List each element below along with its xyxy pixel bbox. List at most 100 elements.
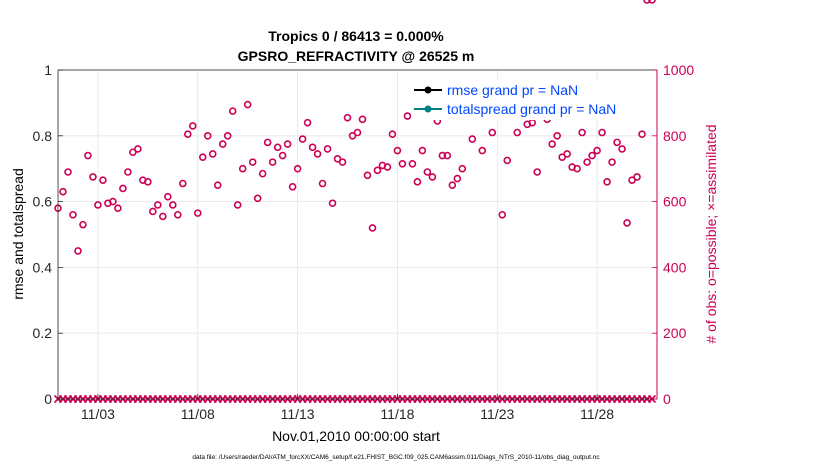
possible-obs-point [134,145,142,153]
possible-obs-point [203,132,212,140]
x-axis-label: Nov.01,2010 00:00:00 start [272,428,440,444]
possible-obs-point [453,174,462,183]
possible-obs-point [208,150,217,158]
possible-obs-point [623,219,631,227]
possible-obs-point [89,173,97,181]
possible-obs-point [303,118,312,127]
possible-obs-point [64,168,72,176]
possible-obs-point [388,130,397,138]
possible-obs-point [154,201,162,209]
possible-obs-point [79,220,87,229]
possible-obs-point [443,151,452,160]
possible-obs-point [638,130,646,138]
possible-obs-point [149,207,157,216]
possible-obs-point [468,135,477,143]
possible-obs-point [193,209,202,217]
possible-obs-point [573,164,581,173]
possible-obs-point [478,146,487,155]
possible-obs-point [298,135,307,143]
possible-obs-point [418,146,427,155]
possible-obs-point [503,156,512,165]
possible-obs-point [458,164,467,173]
x-tick-label: 11/03 [81,406,115,422]
legend-rmse-marker [424,86,432,94]
x-tick-label: 11/28 [580,406,614,422]
left-y-tick-label: 1 [44,62,52,78]
possible-obs-point [413,178,422,186]
legend-totalspread-label: totalspread grand pr = NaN [447,101,616,117]
possible-obs-point [278,151,287,160]
possible-obs-point [598,128,606,137]
possible-obs-point [563,150,571,158]
possible-obs-point [59,187,67,196]
possible-obs-point [428,173,437,181]
possible-obs-point [628,176,636,185]
possible-obs-point [588,151,596,160]
possible-obs-point [338,158,347,166]
possible-obs-point [313,150,322,158]
possible-obs-point [144,178,152,186]
x-tick-label: 11/23 [480,406,514,422]
possible-obs-point [323,145,332,153]
possible-obs-point [268,158,277,166]
legend-rmse-label: rmse grand pr = NaN [447,82,578,98]
possible-obs-point [169,201,177,209]
possible-obs-point [548,140,556,148]
x-tick-label: 11/18 [380,406,414,422]
possible-obs-point [94,201,102,209]
possible-obs-point [353,128,362,137]
possible-obs-point [513,128,522,137]
right-y-tick-label: 200 [663,325,687,341]
legend: rmse grand pr = NaN totalspread grand pr… [411,80,645,120]
possible-obs-point [438,151,447,160]
left-y-tick-label: 0.8 [33,128,53,144]
possible-obs-point [358,115,367,124]
right-y-tick-label: 1000 [663,62,694,78]
possible-obs-point [228,107,237,115]
possible-obs-point [498,210,507,219]
possible-obs-point [318,179,327,188]
possible-obs-point [648,0,656,4]
possible-obs-point [233,201,242,209]
possible-obs-point [293,164,302,173]
possible-obs-point [213,181,222,189]
left-y-tick-label: 0.4 [33,259,53,275]
possible-obs-point [174,210,182,219]
right-y-tick-label: 400 [663,259,687,275]
legend-totalspread-marker [424,105,432,113]
plot-area [58,70,657,399]
possible-obs-point [368,224,377,232]
possible-obs-point [553,132,561,140]
possible-obs-point [218,140,227,148]
possible-obs-point [198,153,207,161]
possible-obs-point [488,128,497,137]
chart-title-line2: GPSRO_REFRACTIVITY @ 26525 m [238,48,475,64]
possible-obs-point [603,178,611,186]
possible-obs-point [273,143,282,152]
possible-obs-point [643,0,651,4]
possible-obs-point [248,158,257,166]
possible-obs-point [159,212,167,221]
possible-obs-point [178,179,187,188]
possible-obs-point [533,168,542,176]
possible-obs-point [633,173,641,181]
left-y-tick-label: 0.2 [33,325,53,341]
possible-obs-point [383,163,392,171]
possible-obs-point [593,146,601,155]
possible-obs-point [583,158,591,166]
possible-obs-point [408,159,417,168]
right-y-tick-label: 800 [663,128,687,144]
axis-layer: 0 0.2 0.4 0.6 0.8 1 0 200 400 600 800 1000 11/03 11/0… [33,62,695,422]
possible-obs-point [109,197,117,206]
possible-obs-point [343,113,352,122]
possible-obs-point [363,171,372,180]
grid-layer [58,69,657,400]
chart-title-line1: Tropics 0 / 86413 = 0.000% [268,28,444,44]
x-tick-label: 11/13 [281,406,315,422]
possible-obs-point [188,122,197,130]
possible-obs-point [308,143,317,152]
left-y-tick-label: 0 [44,391,52,407]
possible-obs-point [423,168,432,176]
right-y-axis-label: # of obs: o=possible; ×=assimilated [703,124,719,343]
